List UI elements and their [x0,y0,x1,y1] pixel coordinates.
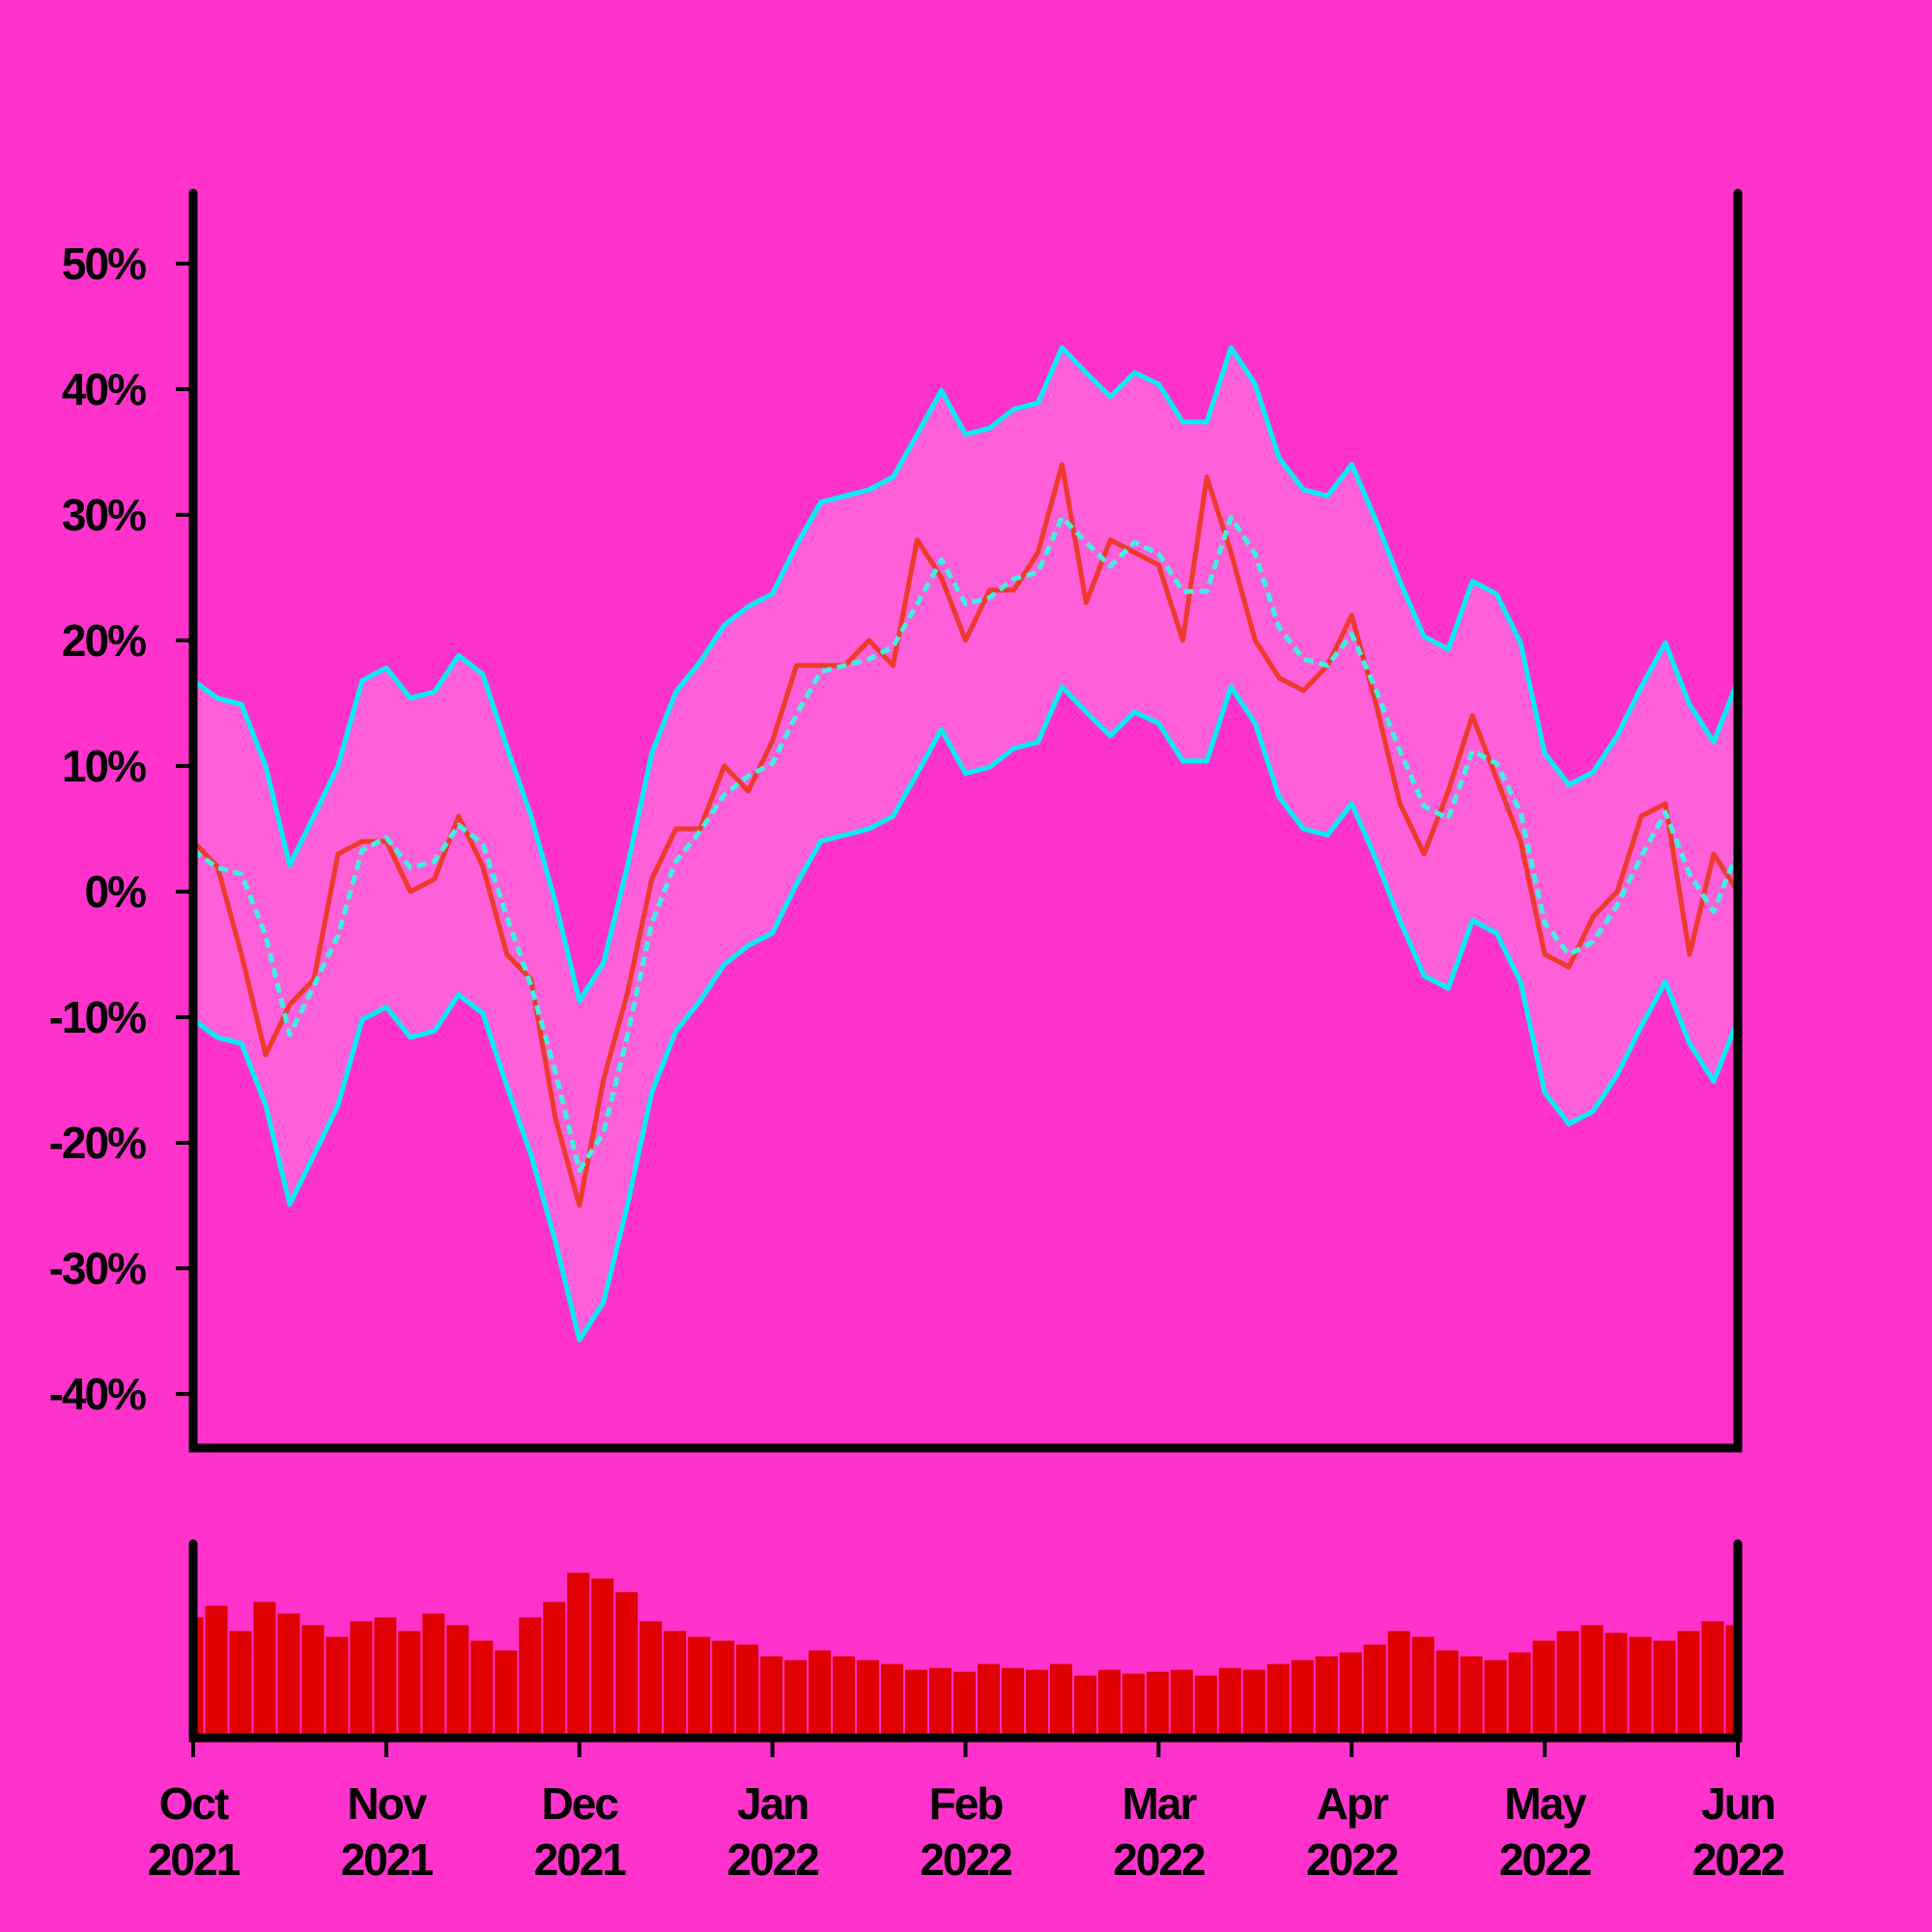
volume-bar [664,1631,687,1738]
volume-bar [1460,1656,1483,1738]
volume-bar [1073,1675,1096,1738]
y-tick-label: -30% [48,1243,147,1294]
volume-bar [712,1640,735,1738]
volume-bar [350,1621,373,1738]
volume-bar [977,1663,1000,1738]
volume-bar [1146,1671,1169,1738]
volume-bar [543,1602,566,1738]
y-tick-label: 20% [61,614,147,666]
volume-bar [205,1605,228,1738]
volume-bar [1435,1650,1459,1738]
x-tick-label: Mar 2022 [1113,1778,1206,1885]
series-line [191,684,1741,1343]
volume-bar [1025,1669,1048,1738]
axis-frame [188,1539,1743,1743]
x-tick-label: Feb 2022 [920,1778,1012,1885]
volume-bar [905,1669,928,1738]
volume-bar [519,1617,542,1738]
volume-bar [1508,1652,1531,1738]
volume-bar [1653,1640,1676,1738]
volume-bar [1242,1669,1265,1738]
volume-bar [736,1644,759,1738]
volume-bar [374,1617,397,1738]
volume-bar [1484,1660,1507,1738]
volume-bar [1266,1663,1290,1738]
volume-bar [1291,1660,1314,1738]
y-tick-label: -20% [48,1118,147,1169]
volume-bar [591,1578,614,1738]
volume-bar [1411,1636,1435,1738]
volume-bar [253,1602,276,1738]
volume-bar [1677,1631,1700,1738]
volume-bar [1194,1675,1217,1738]
volume-bar [193,1617,204,1738]
volume-bar [1122,1673,1145,1738]
volume-bars [193,1573,1738,1738]
volume-bar [301,1625,325,1738]
volume-bar [1701,1621,1724,1738]
volume-bar [1315,1656,1338,1738]
volume-bar [1580,1625,1604,1738]
volume-bar [784,1660,808,1738]
volume-bar [809,1650,832,1738]
y-tick-label: -10% [48,991,147,1042]
x-tick-label: May 2022 [1498,1778,1592,1885]
volume-bar [1605,1633,1628,1738]
volume-bar [881,1663,904,1738]
volume-bar [1001,1667,1024,1738]
mean-line [191,515,1741,1174]
volume-bar [615,1592,639,1738]
x-tick-label: Nov 2021 [340,1778,434,1885]
volume-bar [833,1656,856,1738]
volume-bar [1556,1631,1579,1738]
volume-bar [470,1640,494,1738]
volume-bar [1218,1667,1241,1738]
y-tick-label: 0% [84,866,147,917]
volume-bar [929,1667,952,1738]
volume-bar [953,1671,976,1738]
volume-bar [422,1613,445,1738]
volume-bar [1049,1663,1072,1738]
y-tick-label: -40% [48,1369,147,1420]
x-tick-label: Apr 2022 [1306,1778,1399,1885]
y-tick-label: 30% [61,489,147,540]
volume-bar [277,1613,300,1738]
volume-bar [1629,1636,1652,1738]
volume-bar [326,1636,349,1738]
volume-bar [446,1625,469,1738]
volume-bar [495,1650,518,1738]
volume-bar [1170,1669,1193,1738]
volume-bar [1097,1669,1121,1738]
y-tick-label: 50% [61,238,147,289]
x-tick-label: Oct 2021 [147,1778,241,1885]
volume-bar [760,1656,783,1738]
axis-frame [188,188,1743,1453]
volume-bar [1363,1644,1386,1738]
volume-bar [1339,1652,1362,1738]
volume-bar [639,1621,663,1738]
volume-bar [398,1631,421,1738]
series-line [191,345,1741,1004]
volume-bar [1532,1640,1555,1738]
volume-bar [857,1660,880,1738]
x-tick-label: Jun 2022 [1691,1778,1785,1885]
x-tick-label: Jan 2022 [726,1778,819,1885]
volume-bar [1387,1631,1410,1738]
y-tick-label: 10% [61,740,147,791]
volume-bar [567,1573,590,1738]
volume-bar [229,1631,252,1738]
confidence-band [193,347,1738,1341]
y-tick-label: 40% [61,363,147,414]
x-tick-label: Dec 2021 [533,1778,627,1885]
volume-bar [688,1636,711,1738]
